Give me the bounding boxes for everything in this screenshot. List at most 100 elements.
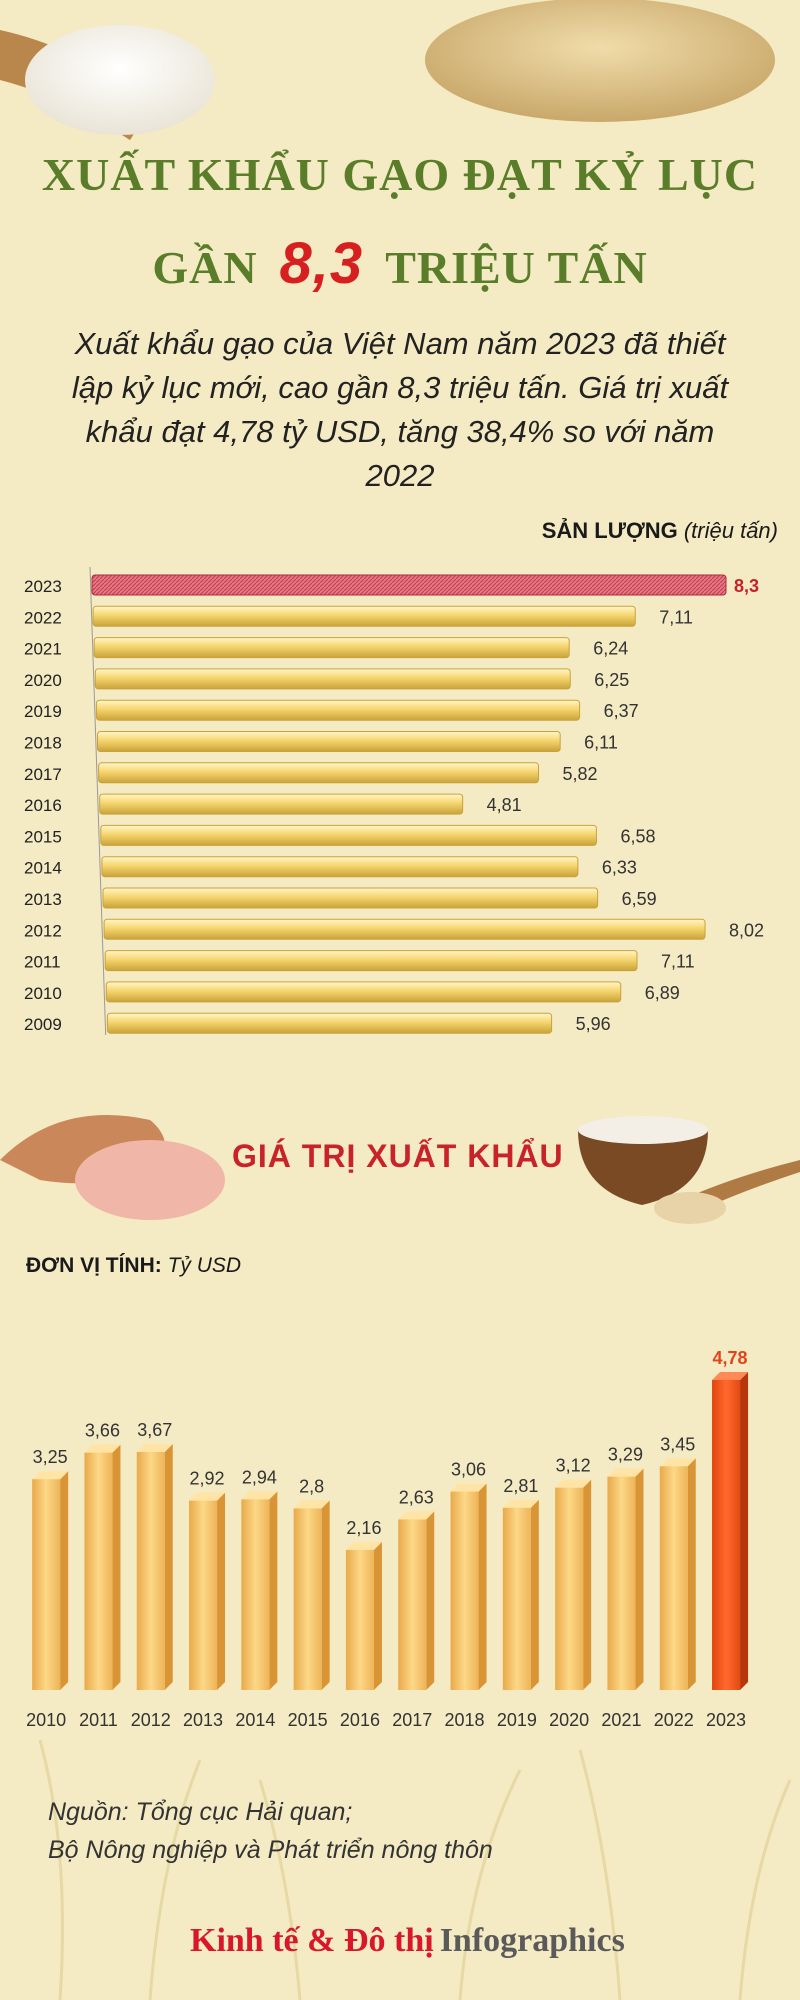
volume-value-label: 6,25 xyxy=(594,670,629,690)
value-bar xyxy=(136,1451,165,1690)
value-bar-top xyxy=(345,1541,382,1550)
value-bar xyxy=(32,1479,61,1690)
volume-bar xyxy=(94,668,571,690)
volume-bar xyxy=(98,762,540,784)
volume-year-label: 2009 xyxy=(24,1015,62,1034)
volume-value-label: 7,11 xyxy=(661,952,695,972)
value-bar-top xyxy=(84,1444,121,1453)
value-bar xyxy=(398,1519,427,1690)
volume-bar xyxy=(99,793,464,815)
volume-year-label: 2015 xyxy=(24,827,62,846)
value-value-label: 4,78 xyxy=(713,1348,748,1368)
value-chart-title: GIÁ TRỊ XUẤT KHẨU xyxy=(232,1138,564,1174)
volume-value-label: 6,33 xyxy=(602,858,637,878)
value-bar xyxy=(450,1491,479,1690)
value-bar xyxy=(189,1500,218,1690)
volume-bar xyxy=(97,731,561,752)
value-bar-top xyxy=(189,1492,226,1501)
value-bar xyxy=(712,1380,741,1690)
unit-label-key: ĐƠN VỊ TÍNH: xyxy=(26,1254,162,1277)
value-value-label: 3,66 xyxy=(85,1421,120,1441)
value-bar-side xyxy=(583,1479,592,1690)
title-prefix: GẦN xyxy=(152,242,258,293)
value-year-label: 2019 xyxy=(497,1710,537,1730)
value-bar-side xyxy=(269,1491,278,1690)
value-year-label: 2018 xyxy=(445,1710,485,1730)
value-bar-top xyxy=(293,1500,330,1509)
value-bar xyxy=(659,1466,688,1690)
value-year-label: 2017 xyxy=(392,1710,432,1730)
value-bar xyxy=(293,1508,322,1690)
value-bar-side xyxy=(530,1499,539,1690)
volume-year-label: 2017 xyxy=(24,765,62,784)
value-bar-side xyxy=(426,1511,435,1690)
value-value-label: 3,06 xyxy=(451,1460,486,1480)
value-value-label: 3,45 xyxy=(660,1434,695,1454)
brand-logo: Kinh tế & Đô thị Infographics xyxy=(190,1922,625,1960)
volume-bar xyxy=(92,605,636,627)
value-bar-top xyxy=(555,1479,592,1488)
volume-bar xyxy=(100,824,597,846)
source-line2: Bộ Nông nghiệp và Phát triển nông thôn xyxy=(48,1836,493,1864)
page-title-line2: GẦN 8,3 TRIỆU TẤN xyxy=(0,230,800,297)
value-bar xyxy=(607,1476,636,1690)
value-year-label: 2023 xyxy=(706,1710,746,1730)
volume-axis-line xyxy=(89,566,107,1035)
value-bar-top xyxy=(241,1491,278,1500)
volume-year-label: 2010 xyxy=(24,984,62,1003)
value-year-label: 2015 xyxy=(288,1710,328,1730)
value-bar xyxy=(84,1452,113,1690)
volume-bar xyxy=(101,856,579,878)
volume-bar xyxy=(91,574,727,596)
volume-value-label: 4,81 xyxy=(487,795,522,815)
volume-value-label: 5,96 xyxy=(576,1014,611,1034)
value-bar xyxy=(555,1487,584,1690)
value-year-label: 2011 xyxy=(79,1710,118,1730)
value-value-label: 3,67 xyxy=(137,1420,172,1440)
value-bar-top xyxy=(450,1483,487,1492)
volume-bar xyxy=(104,950,638,972)
volume-value-label: 5,82 xyxy=(563,764,598,784)
volume-value-label: 6,59 xyxy=(622,889,657,909)
value-bar-side xyxy=(687,1458,696,1690)
value-bar-side xyxy=(478,1483,487,1690)
value-value-label: 2,63 xyxy=(399,1487,434,1507)
volume-value-label: 8,02 xyxy=(729,920,764,940)
value-year-label: 2013 xyxy=(183,1710,223,1730)
volume-bar xyxy=(103,918,706,940)
title-highlight-number: 8,3 xyxy=(279,231,364,296)
value-year-label: 2021 xyxy=(601,1710,641,1730)
value-year-label: 2014 xyxy=(235,1710,275,1730)
value-bar-top xyxy=(398,1511,435,1520)
volume-value-label: 6,89 xyxy=(645,983,680,1003)
volume-year-label: 2020 xyxy=(24,671,62,690)
volume-chart-heading: SẢN LƯỢNG (triệu tấn) xyxy=(542,518,778,544)
value-value-label: 2,16 xyxy=(346,1518,381,1538)
value-bar-side xyxy=(217,1492,226,1690)
volume-value-label: 7,11 xyxy=(659,607,693,627)
volume-year-label: 2023 xyxy=(24,577,62,596)
source-line1: Nguồn: Tổng cục Hải quan; xyxy=(48,1798,353,1826)
volume-year-label: 2016 xyxy=(24,796,62,815)
volume-year-label: 2013 xyxy=(24,890,62,909)
volume-year-label: 2012 xyxy=(24,921,62,940)
value-year-label: 2010 xyxy=(26,1710,66,1730)
value-bar xyxy=(241,1499,270,1690)
volume-value-label: 6,37 xyxy=(604,701,639,721)
volume-year-label: 2011 xyxy=(24,953,61,972)
value-value-label: 3,29 xyxy=(608,1445,643,1465)
value-bar xyxy=(502,1507,531,1690)
value-unit-label: ĐƠN VỊ TÍNH: Tỷ USD xyxy=(26,1254,241,1278)
volume-label: SẢN LƯỢNG xyxy=(541,518,678,543)
value-bar-side xyxy=(373,1541,382,1690)
value-bar-chart: 3,25 2010 3,66 2011 3,67 2012 2,92 2013 2,94 2014… xyxy=(26,1348,749,1730)
volume-bar xyxy=(105,981,622,1003)
volume-value-label: 6,11 xyxy=(584,733,618,753)
volume-bar xyxy=(106,1012,553,1034)
value-value-label: 2,94 xyxy=(242,1467,277,1487)
value-bar-top xyxy=(712,1372,749,1380)
brand-name: Kinh tế & Đô thị xyxy=(190,1922,434,1959)
volume-bar xyxy=(102,887,599,909)
rice-sack-bowl-decoration xyxy=(0,1115,800,1224)
rice-stalk-decoration xyxy=(38,1739,792,2000)
